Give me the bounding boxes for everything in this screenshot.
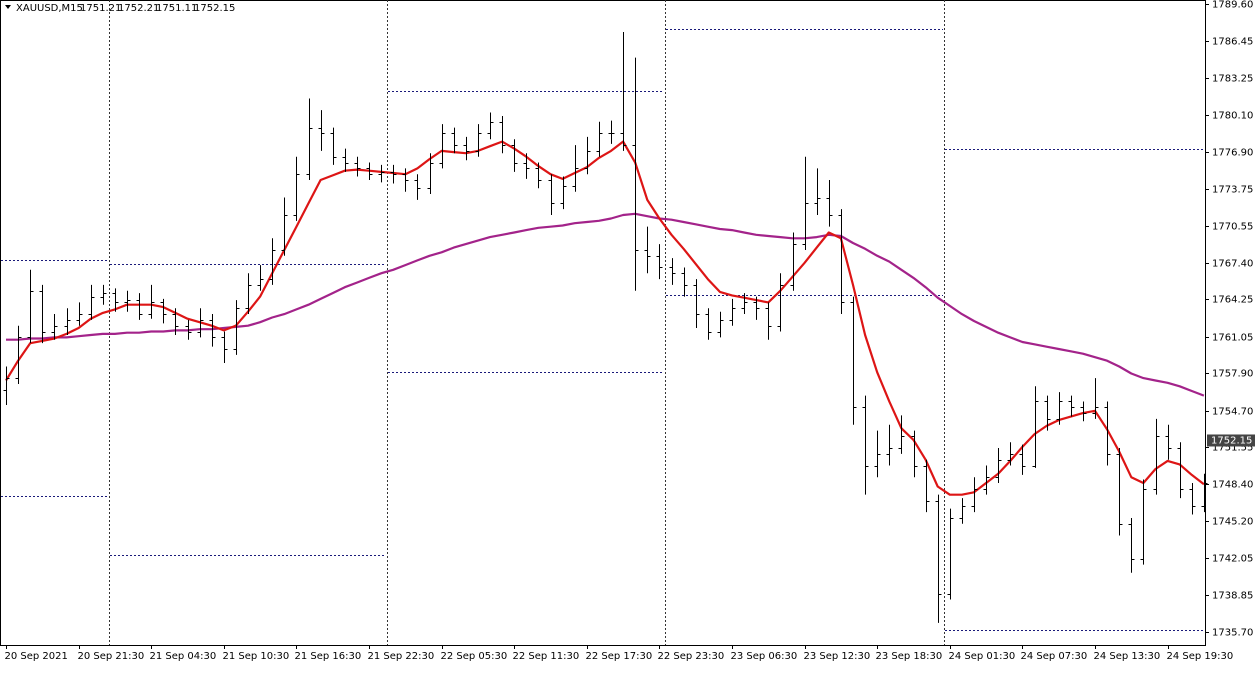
x-tick-label: 23 Sep 12:30 [804, 651, 871, 662]
moving-average [6, 212, 1205, 397]
y-tick-label: 1754.70 [1212, 407, 1253, 418]
x-tick-label: 22 Sep 17:30 [586, 651, 653, 662]
x-tick-label: 22 Sep 11:30 [513, 651, 580, 662]
y-tick-label: 1757.90 [1212, 369, 1253, 380]
y-tick-label: 1789.60 [1212, 0, 1253, 11]
x-tick-label: 24 Sep 01:30 [949, 651, 1016, 662]
y-tick-label: 1761.05 [1212, 333, 1253, 344]
x-tick-label: 23 Sep 06:30 [731, 651, 798, 662]
x-tick-label: 21 Sep 16:30 [295, 651, 362, 662]
x-tick-label: 23 Sep 18:30 [876, 651, 943, 662]
y-tick-label: 1748.40 [1212, 480, 1253, 491]
price-label-box [1207, 434, 1255, 447]
menu-arrow[interactable] [5, 5, 11, 9]
x-tick-label: 20 Sep 21:30 [78, 651, 145, 662]
y-tick-label: 1773.75 [1212, 185, 1253, 196]
y-tick-label: 1745.20 [1212, 517, 1253, 528]
x-tick-label: 22 Sep 05:30 [441, 651, 508, 662]
y-tick-label: 1776.90 [1212, 148, 1253, 159]
quote-high: 1752.21 [118, 3, 159, 14]
y-tick-label: 1738.85 [1212, 591, 1253, 602]
y-tick-label: 1735.70 [1212, 628, 1253, 639]
x-tick-label: 21 Sep 22:30 [368, 651, 435, 662]
x-tick-label: 24 Sep 07:30 [1021, 651, 1088, 662]
y-tick-label: 1764.25 [1212, 295, 1253, 306]
y-tick-label: 1751.55 [1212, 443, 1253, 454]
quote-close: 1752.15 [194, 3, 235, 14]
chart-title: XAUUSD,M15 [16, 3, 83, 14]
y-tick-label: 1770.55 [1212, 222, 1253, 233]
y-tick-label: 1767.40 [1212, 259, 1253, 270]
price-label: 1752.15 [1211, 435, 1252, 446]
x-tick-label: 20 Sep 2021 [5, 651, 68, 662]
quote-open: 1751.21 [80, 3, 121, 14]
x-tick-label: 24 Sep 19:30 [1167, 651, 1234, 662]
x-tick-label: 21 Sep 04:30 [150, 651, 217, 662]
x-tick-label: 24 Sep 13:30 [1094, 651, 1161, 662]
x-tick-label: 22 Sep 23:30 [658, 651, 725, 662]
quote-low: 1751.11 [156, 3, 197, 14]
x-tick-label: 21 Sep 10:30 [223, 651, 290, 662]
y-tick-label: 1742.05 [1212, 554, 1253, 565]
y-tick-label: 1786.45 [1212, 37, 1253, 48]
moving-average [5, 140, 1205, 496]
plot-frame [0, 0, 1206, 646]
y-tick-label: 1780.10 [1212, 111, 1253, 122]
y-tick-label: 1783.25 [1212, 74, 1253, 85]
